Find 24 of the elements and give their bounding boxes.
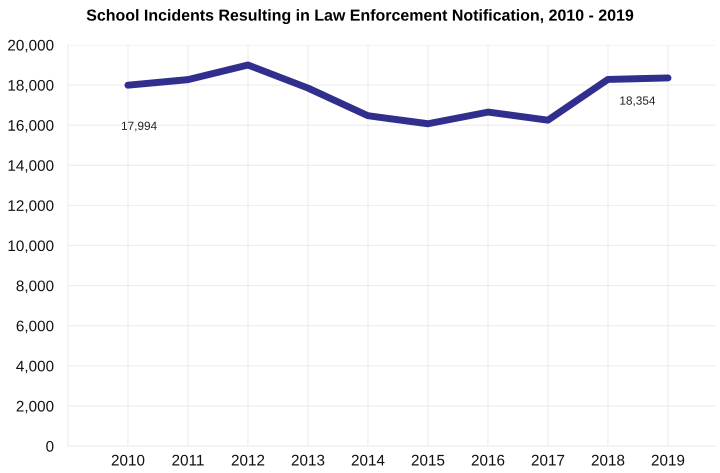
x-tick-label: 2019 [652, 454, 684, 466]
y-tick-label: 14,000 [8, 160, 54, 173]
x-tick-label: 2018 [592, 454, 624, 466]
chart-title: School Incidents Resulting in Law Enforcement Notification, 2010 - 2019 [86, 9, 634, 24]
x-tick-label: 2010 [112, 454, 144, 466]
y-tick-label: 2,000 [16, 400, 54, 414]
data-label: 18,354 [620, 96, 656, 106]
y-tick-label: 18,000 [8, 80, 54, 93]
x-tick-label: 2014 [352, 454, 385, 466]
y-tick-label: 6,000 [16, 320, 54, 334]
x-tick-label: 2012 [232, 454, 264, 466]
y-tick-label: 12,000 [8, 200, 54, 213]
x-tick-label: 2016 [472, 454, 504, 466]
y-tick-label: 10,000 [8, 240, 54, 253]
x-tick-label: 2013 [292, 454, 324, 466]
y-tick-label: 8,000 [16, 280, 54, 294]
y-tick-label: 4,000 [16, 360, 54, 374]
y-tick-label: 16,000 [8, 120, 54, 133]
x-tick-label: 2015 [412, 454, 444, 466]
data-label: 17,994 [122, 122, 157, 132]
x-tick-label: 2011 [172, 454, 204, 466]
y-tick-label: 0 [46, 440, 54, 452]
y-tick-label: 20,000 [8, 40, 54, 52]
x-tick-label: 2017 [532, 454, 564, 466]
